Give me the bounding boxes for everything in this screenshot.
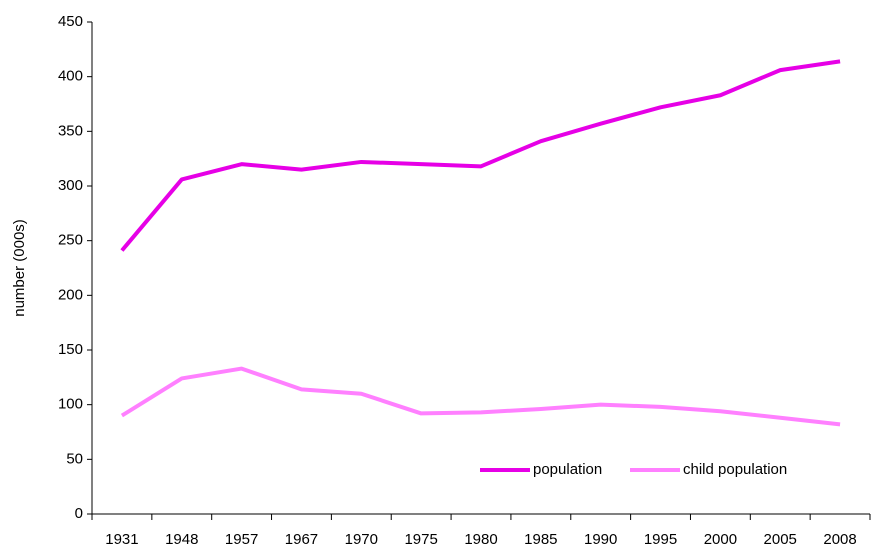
- y-tick-label: 0: [75, 505, 83, 522]
- x-tick-label: 1931: [105, 531, 138, 548]
- y-tick-label: 350: [58, 122, 83, 139]
- x-tick-label: 1970: [345, 531, 378, 548]
- x-tick-label: 2008: [823, 531, 856, 548]
- series-line: [120, 59, 841, 252]
- x-tick-label: 1957: [225, 531, 258, 548]
- x-tick-label: 1985: [524, 531, 557, 548]
- series-line: [120, 366, 841, 427]
- x-tick-label: 1967: [285, 531, 318, 548]
- x-tick-label: 1975: [404, 531, 437, 548]
- y-tick-label: 250: [58, 232, 83, 249]
- y-tick-label: 100: [58, 396, 83, 413]
- y-axis-label: number (000s): [11, 219, 28, 317]
- y-tick-label: 400: [58, 68, 83, 85]
- legend-label: population: [533, 461, 602, 478]
- y-tick-label: 200: [58, 286, 83, 303]
- x-tick-label: 2005: [764, 531, 797, 548]
- x-tick-label: 1990: [584, 531, 617, 548]
- legend-label: child population: [683, 461, 787, 478]
- x-tick-label: 1948: [165, 531, 198, 548]
- y-tick-label: 300: [58, 177, 83, 194]
- y-tick-label: 50: [66, 450, 83, 467]
- y-tick-label: 150: [58, 341, 83, 358]
- x-tick-label: 2000: [704, 531, 737, 548]
- y-tick-label: 450: [58, 13, 83, 30]
- x-tick-label: 1995: [644, 531, 677, 548]
- x-tick-label: 1980: [464, 531, 497, 548]
